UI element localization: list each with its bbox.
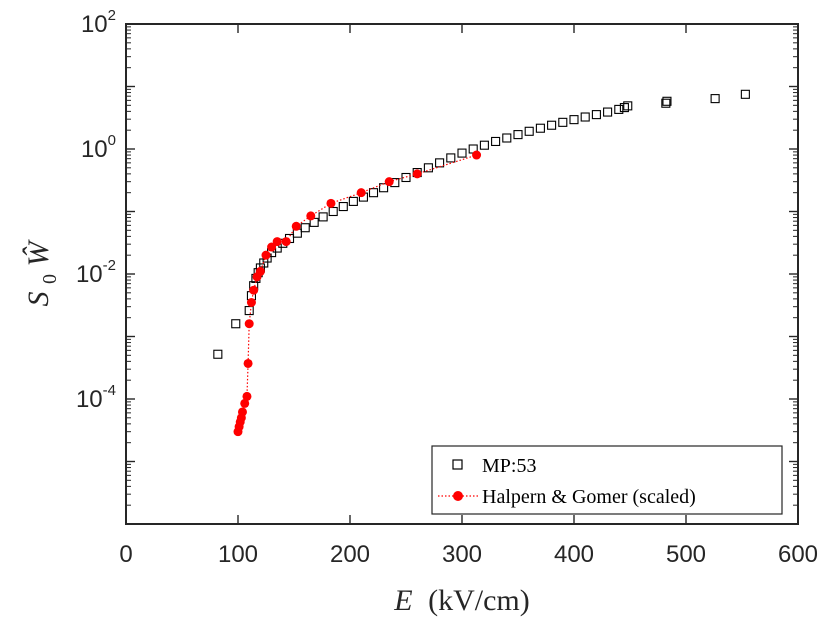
- y-axis-symbol: S: [22, 292, 55, 307]
- data-point-square: [569, 115, 579, 125]
- data-point-circle: [261, 250, 271, 260]
- data-point-square: [479, 140, 489, 150]
- data-point-square: [368, 188, 379, 198]
- legend-box: [431, 445, 783, 515]
- data-point-square: [535, 123, 545, 133]
- plot-frame: [125, 23, 799, 525]
- x-tick-label: 200: [330, 541, 370, 568]
- y-axis-symbol-2: Ŵ: [22, 239, 55, 267]
- data-point-circle: [244, 319, 254, 329]
- legend-marker-mp53: [452, 459, 463, 470]
- y-tick-exponent: 2: [108, 7, 116, 24]
- y-tick-exponent: 0: [108, 132, 116, 149]
- data-point-square: [338, 202, 348, 212]
- data-point-circle: [356, 188, 366, 198]
- x-tick-label: 500: [666, 541, 706, 568]
- data-point-square: [348, 196, 358, 206]
- data-point-square: [423, 163, 433, 173]
- legend-label-mp53: MP:53: [482, 455, 536, 477]
- y-tick-label: 10-4: [76, 382, 116, 413]
- x-tick-labels: 0 100 200 300 400 500 600: [119, 541, 818, 568]
- data-point-circle: [281, 237, 291, 247]
- data-point-square: [231, 319, 241, 329]
- x-tick-label: 600: [778, 541, 818, 568]
- data-point-square: [558, 117, 568, 127]
- y-tick-label: 100: [81, 132, 116, 163]
- data-point-circle: [384, 177, 394, 187]
- data-point-circle: [306, 211, 316, 221]
- x-axis-symbol: E: [393, 584, 412, 617]
- y-tick-base: 10: [76, 261, 103, 288]
- y-tick-exponent: -4: [103, 382, 116, 399]
- x-tick-label: 400: [554, 541, 594, 568]
- data-point-square: [513, 130, 523, 140]
- data-point-square: [580, 112, 590, 122]
- data-point-square: [328, 206, 338, 217]
- y-tick-exponent: -2: [103, 257, 116, 274]
- data-series: [213, 89, 750, 437]
- data-point-square: [740, 89, 750, 99]
- data-point-square: [547, 120, 557, 130]
- data-point-square: [524, 126, 534, 136]
- y-tick-base: 10: [81, 136, 108, 163]
- legend-label-halpern: Halpern & Gomer (scaled): [482, 486, 696, 508]
- y-tick-label: 10-2: [76, 257, 116, 288]
- series-1: [233, 150, 482, 437]
- data-point-circle: [326, 198, 336, 208]
- data-point-square: [591, 110, 601, 120]
- data-point-circle: [412, 169, 422, 179]
- legend-marker-halpern: [453, 491, 463, 501]
- data-point-circle: [267, 242, 277, 252]
- data-point-circle: [243, 358, 253, 368]
- y-tick-label: 102: [81, 7, 116, 38]
- data-point-square: [300, 223, 310, 233]
- data-point-square: [502, 133, 512, 143]
- plot-area: [126, 24, 798, 524]
- x-tick-label: 0: [119, 541, 132, 568]
- data-point-square: [661, 98, 671, 108]
- data-point-square: [710, 94, 720, 104]
- x-tick-label: 300: [442, 541, 482, 568]
- data-point-square: [623, 101, 633, 111]
- data-point-square: [491, 136, 501, 147]
- data-point-square: [619, 103, 629, 113]
- data-point-circle: [472, 150, 482, 160]
- data-point-square: [213, 349, 223, 359]
- legend: MP:53 Halpern & Gomer (scaled): [431, 445, 783, 515]
- data-point-square: [614, 104, 624, 114]
- data-point-square: [244, 306, 254, 316]
- data-point-square: [401, 172, 411, 183]
- data-point-circle: [237, 407, 247, 417]
- data-point-square: [457, 148, 467, 158]
- data-point-square: [662, 96, 672, 106]
- y-tick-base: 10: [81, 11, 108, 38]
- x-axis-label: E (kV/cm): [393, 584, 529, 617]
- y-axis-subscript: 0: [39, 274, 61, 284]
- data-point-square: [318, 212, 328, 222]
- data-point-circle: [242, 391, 252, 401]
- data-point-square: [603, 107, 613, 117]
- data-point-circle: [272, 237, 282, 247]
- y-axis-label: S 0 Ŵ: [22, 239, 63, 307]
- x-axis-unit: (kV/cm): [428, 584, 530, 617]
- data-point-circle: [255, 266, 265, 276]
- data-point-circle: [291, 221, 301, 231]
- data-point-square: [446, 153, 456, 163]
- data-point-circle: [249, 285, 259, 295]
- x-tick-label: 100: [218, 541, 258, 568]
- y-tick-base: 10: [76, 386, 103, 413]
- data-point-circle: [240, 398, 250, 408]
- data-point-circle: [246, 297, 256, 307]
